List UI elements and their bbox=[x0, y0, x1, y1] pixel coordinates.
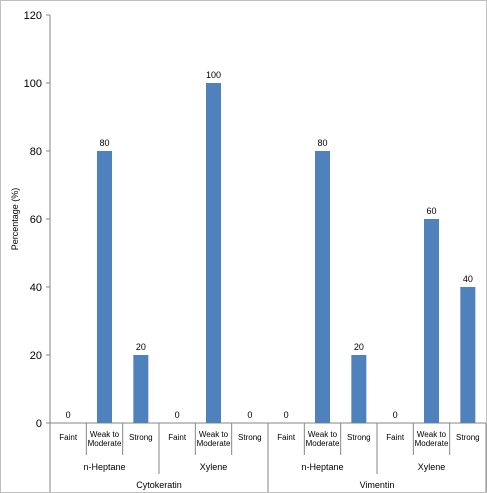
category-label: Strong bbox=[456, 433, 480, 442]
y-tick-label: 20 bbox=[30, 350, 42, 362]
category-label: Strong bbox=[238, 433, 262, 442]
bar bbox=[315, 151, 330, 423]
category-label: Weak to Moderate bbox=[306, 430, 340, 448]
y-tick-label: 100 bbox=[24, 78, 42, 90]
category-label: Faint bbox=[277, 433, 296, 442]
y-tick-label: 120 bbox=[24, 10, 42, 22]
bar bbox=[133, 355, 149, 423]
subgroup-label: n-Heptane bbox=[301, 462, 343, 472]
category-label: Weak to Moderate bbox=[415, 430, 449, 448]
subgroup-label: Xylene bbox=[418, 462, 446, 472]
data-label: 20 bbox=[354, 342, 364, 352]
bar bbox=[424, 219, 439, 423]
data-label: 0 bbox=[66, 410, 71, 420]
data-label: 20 bbox=[136, 342, 146, 352]
category-label: Faint bbox=[386, 433, 405, 442]
data-label: 40 bbox=[463, 274, 473, 284]
data-label: 80 bbox=[99, 138, 109, 148]
y-tick-label: 0 bbox=[36, 418, 42, 430]
category-label: Faint bbox=[168, 433, 187, 442]
category-label: Strong bbox=[129, 433, 153, 442]
category-label: Weak to Moderate bbox=[88, 430, 122, 448]
subgroup-label: Xylene bbox=[200, 462, 228, 472]
bar bbox=[351, 355, 367, 423]
y-tick-label: 40 bbox=[30, 282, 42, 294]
data-label: 100 bbox=[206, 70, 221, 80]
data-label: 0 bbox=[393, 410, 398, 420]
category-label: Weak to Moderate bbox=[197, 430, 231, 448]
data-label: 60 bbox=[426, 206, 436, 216]
data-label: 0 bbox=[284, 410, 289, 420]
bar bbox=[460, 287, 476, 423]
bar bbox=[97, 151, 112, 423]
category-label: Faint bbox=[59, 433, 78, 442]
group-label: Cytokeratin bbox=[136, 480, 182, 490]
data-label: 80 bbox=[317, 138, 327, 148]
group-label: Vimentin bbox=[360, 480, 395, 490]
plot-area: 0 20 40 60 80 100 120 0 Faint 80 Weak to Moderate 20… bbox=[24, 10, 487, 492]
category-label: Strong bbox=[347, 433, 371, 442]
data-label: 0 bbox=[175, 410, 180, 420]
y-axis-label: Percentage (%) bbox=[10, 188, 20, 251]
y-tick-label: 80 bbox=[30, 146, 42, 158]
bar bbox=[206, 83, 221, 423]
data-label: 0 bbox=[247, 410, 252, 420]
subgroup-label: n-Heptane bbox=[83, 462, 125, 472]
y-tick-label: 60 bbox=[30, 214, 42, 226]
